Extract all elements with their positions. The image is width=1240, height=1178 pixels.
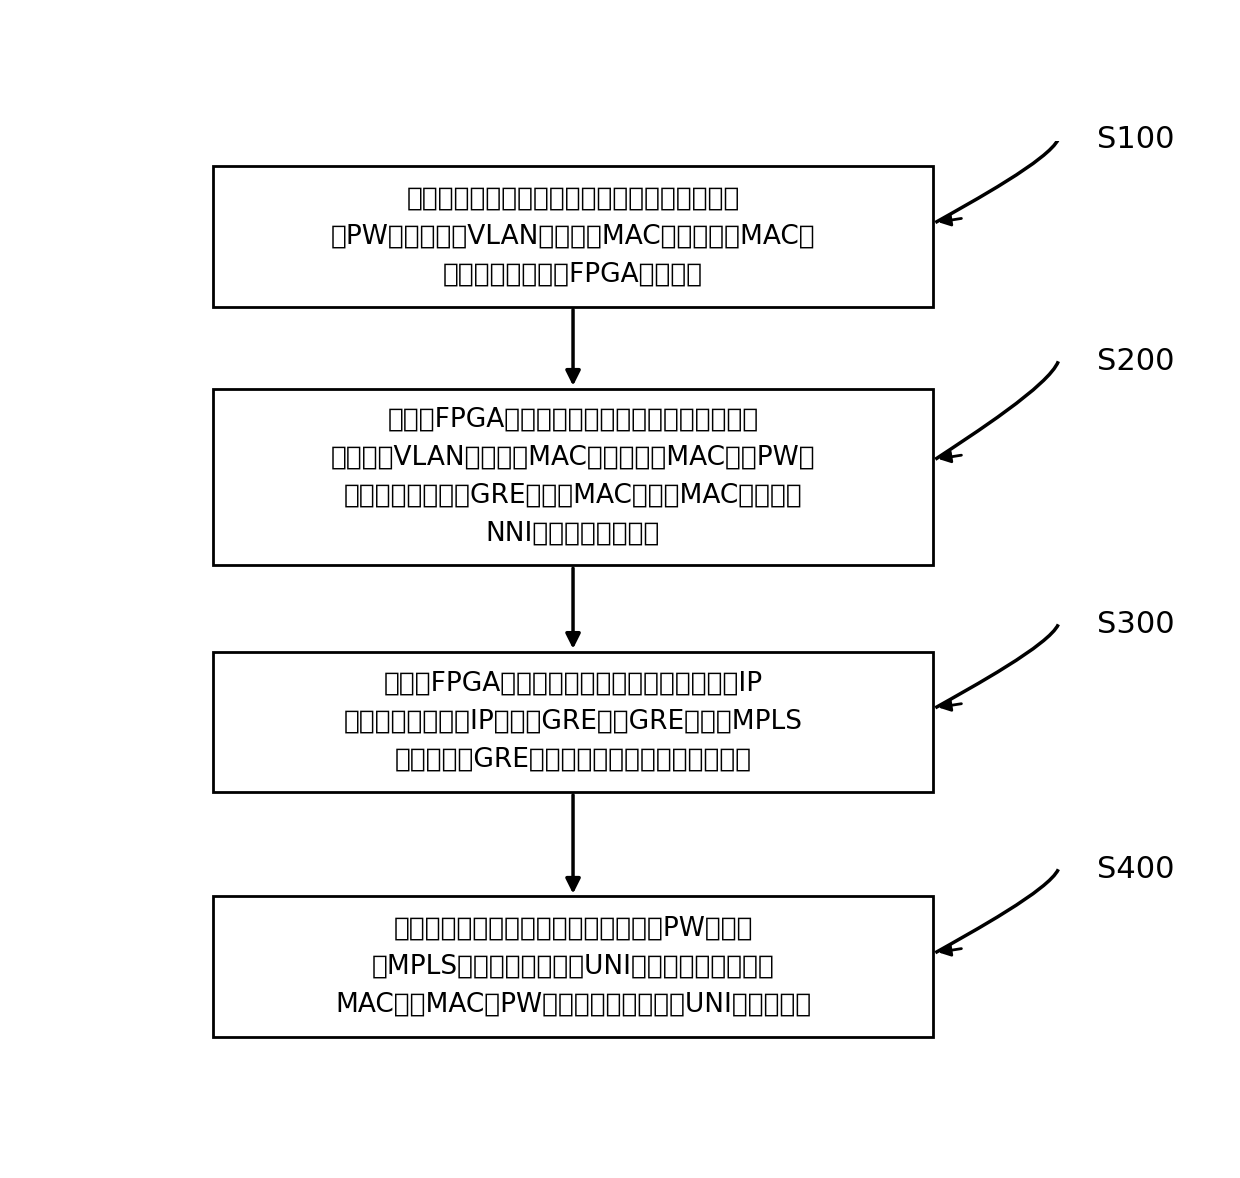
Bar [213,896,934,1037]
Text: S300: S300 [1097,610,1174,638]
Bar [213,166,934,307]
Text: S200: S200 [1097,346,1174,376]
Text: 接口板FPGA处理模块收到包后做第二处理，剥掉
包的特殊VLAN、特殊源MAC和特殊目的MAC，在PW标
签外面依次封装上GRE头、源MAC和目的MAC，把包从: 接口板FPGA处理模块收到包后做第二处理，剥掉 包的特殊VLAN、特殊源MAC和… [331,406,816,547]
Text: 接口板FPGA处理模块做第三处理，解析包目的IP
地址为本地地址且IP协议为GRE，且GRE头中为MPLS
协议，剥掉GRE头，把包发送给主控板交换芯片: 接口板FPGA处理模块做第三处理，解析包目的IP 地址为本地地址且IP协议为GR… [343,671,802,773]
Bar [213,389,934,565]
Bar [213,651,934,792]
Text: 主控板交换芯片做第四处理，根据包中PW标签查
找MPLS标签转发表，获取UNI出口，剥掉包的目的
MAC、源MAC和PW标签，把用户载荷从UNI口发送出去: 主控板交换芯片做第四处理，根据包中PW标签查 找MPLS标签转发表，获取UNI出… [335,915,811,1018]
Text: S100: S100 [1097,125,1174,153]
Text: 主控板交换芯片做第一处理，在包外面依次封装
上PW标签、特殊VLAN、特殊源MAC和特殊目的MAC，
把包发送给接口板FPGA处理模块: 主控板交换芯片做第一处理，在包外面依次封装 上PW标签、特殊VLAN、特殊源MA… [331,186,816,287]
Text: S400: S400 [1097,855,1174,884]
